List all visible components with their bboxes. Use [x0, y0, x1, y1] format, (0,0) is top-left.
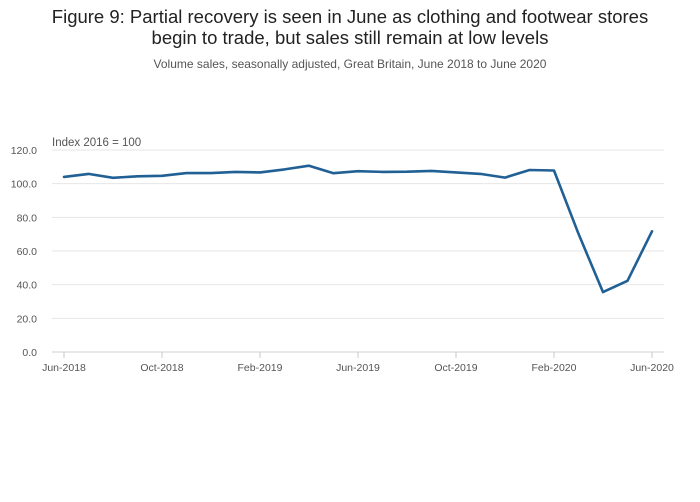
y-tick-label: 100.0 — [11, 179, 37, 191]
x-tick-label: Feb-2020 — [532, 362, 577, 374]
chart-title-line-1: Figure 9: Partial recovery is seen in Ju… — [51, 6, 649, 27]
x-tick-label: Feb-2019 — [238, 362, 283, 374]
y-tick-label: 80.0 — [17, 212, 38, 224]
series-line — [62, 164, 654, 294]
x-tick-label: Oct-2018 — [140, 362, 183, 374]
x-tick-label: Oct-2019 — [434, 362, 477, 374]
x-axis: Jun-2018 Oct-2018 Feb-2019 Jun-2019 Oct-2019… — [42, 352, 674, 374]
gridlines — [52, 149, 664, 353]
y-tick-label: 40.0 — [17, 280, 38, 292]
y-tick-label: 120.0 — [11, 145, 37, 157]
x-tick-label: Jun-2019 — [336, 362, 380, 374]
y-tick-label: 60.0 — [17, 246, 38, 258]
y-axis-ticks: 0.0 20.0 40.0 60.0 80.0 100.0 120.0 — [11, 145, 37, 359]
chart-subtitle: Volume sales, seasonally adjusted, Great… — [153, 57, 547, 71]
series-group — [62, 164, 654, 294]
x-tick-label: Jun-2020 — [630, 362, 674, 374]
chart-title-line-2: begin to trade, but sales still remain a… — [151, 27, 549, 48]
y-tick-label: 20.0 — [17, 313, 38, 325]
chart-title: Figure 9: Partial recovery is seen in Ju… — [0, 6, 700, 48]
y-axis-title: Index 2016 = 100 — [52, 137, 141, 149]
x-tick-label: Jun-2018 — [42, 362, 86, 374]
y-tick-label: 0.0 — [22, 347, 37, 359]
